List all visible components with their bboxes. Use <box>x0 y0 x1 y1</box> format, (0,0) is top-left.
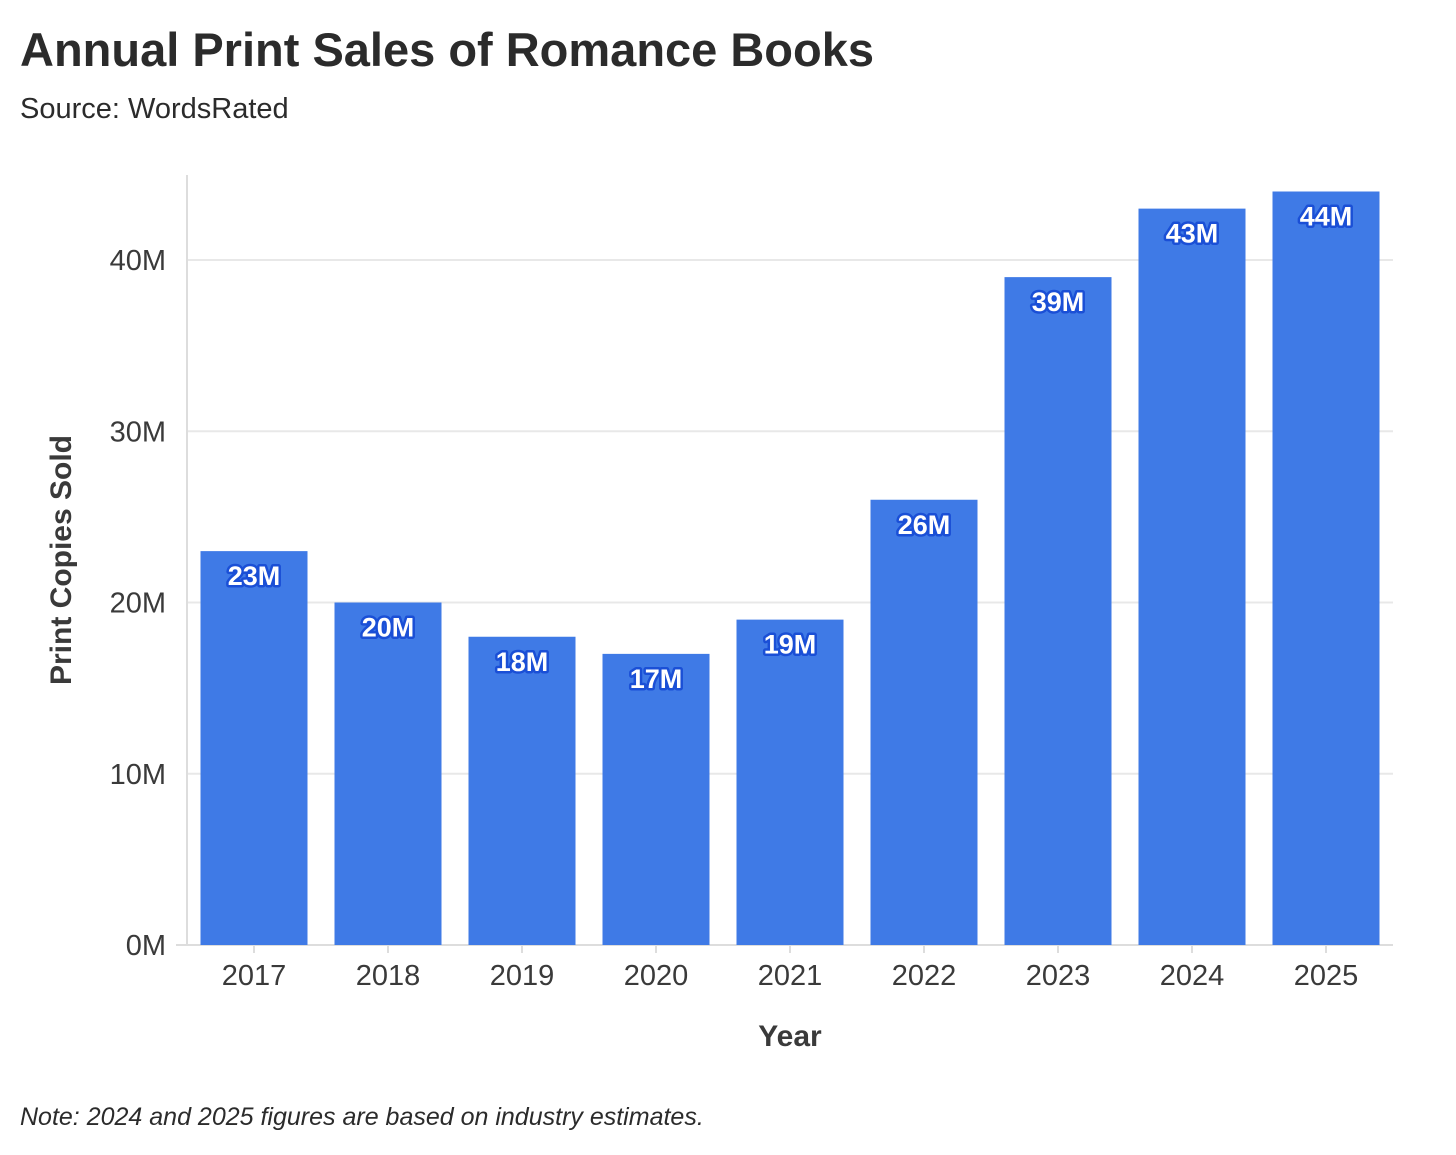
data-label-2025: 44M <box>1300 202 1353 232</box>
chart-note: Note: 2024 and 2025 figures are based on… <box>20 1103 704 1131</box>
y-tick-label: 40M <box>110 245 166 277</box>
data-label-2019: 18M <box>496 647 549 677</box>
data-label-2023: 39M <box>1032 287 1085 317</box>
x-tick-label-2017: 2017 <box>222 960 287 992</box>
bar-2017 <box>200 551 308 945</box>
bar-2019 <box>468 636 576 945</box>
x-axis-title: Year <box>758 1020 822 1053</box>
x-tick-label-2018: 2018 <box>356 960 421 992</box>
x-tick-label-2020: 2020 <box>624 960 689 992</box>
data-label-2024: 43M <box>1166 219 1219 249</box>
bar-2020 <box>602 653 710 945</box>
data-label-2022: 26M <box>898 510 951 540</box>
bar-2023 <box>1004 277 1112 945</box>
data-label-2021: 19M <box>764 630 817 660</box>
y-tick-label: 10M <box>110 759 166 791</box>
bar-2018 <box>334 602 442 945</box>
y-tick-label: 0M <box>126 930 166 962</box>
y-tick-label: 20M <box>110 588 166 620</box>
data-label-2020: 17M <box>630 664 683 694</box>
x-tick-label-2024: 2024 <box>1160 960 1225 992</box>
bar-2021 <box>736 619 844 945</box>
x-tick-label-2021: 2021 <box>758 960 823 992</box>
x-tick-label-2022: 2022 <box>892 960 957 992</box>
bar-2025 <box>1272 191 1380 945</box>
data-label-2017: 23M <box>228 561 281 591</box>
bar-2024 <box>1138 208 1246 945</box>
tick-labels: 0M 10M 20M 30M 40M 2017 2018 2019 2020 2021 2022 20… <box>110 245 1359 992</box>
chart-title: Annual Print Sales of Romance Books <box>20 23 875 76</box>
chart-subtitle: Source: WordsRated <box>20 93 289 125</box>
data-labels: 23M 20M 18M 17M 19M 26M 39M 43M 44M <box>225 199 1355 696</box>
bar-2022 <box>870 499 978 945</box>
x-tick-label-2019: 2019 <box>490 960 555 992</box>
bars <box>200 191 1380 945</box>
data-label-2018: 20M <box>362 613 415 643</box>
y-axis-title: Print Copies Sold <box>45 435 78 685</box>
x-tick-label-2023: 2023 <box>1026 960 1091 992</box>
x-tick-label-2025: 2025 <box>1294 960 1359 992</box>
y-tick-label: 30M <box>110 416 166 448</box>
